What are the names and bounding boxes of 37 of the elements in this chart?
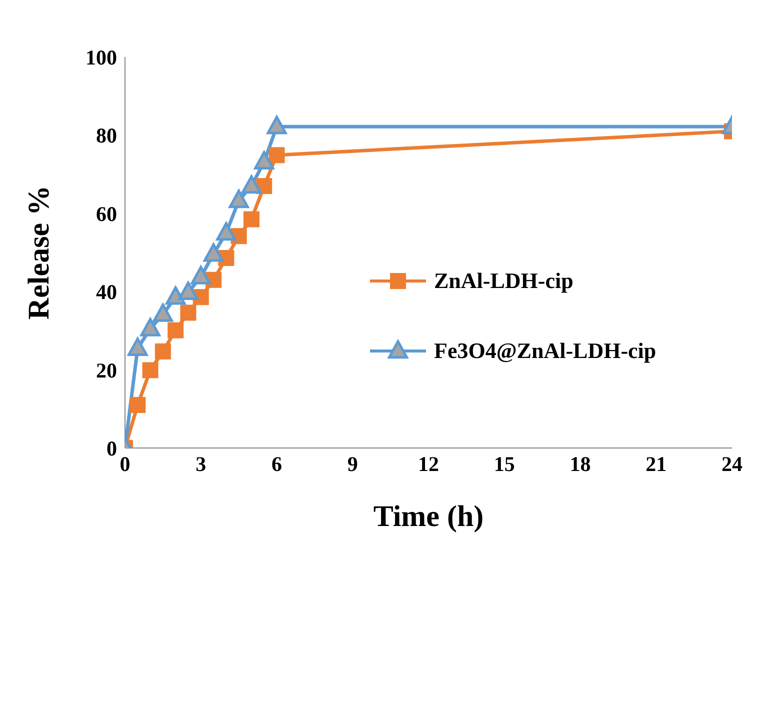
point: [228, 190, 249, 208]
point: [190, 266, 211, 284]
x-tick-label: 3: [196, 452, 206, 476]
point: [203, 243, 224, 262]
legend-label: Fe3O4@ZnAl-LDH-cip: [434, 338, 656, 364]
y-tick-label: 40: [96, 280, 117, 304]
point: [268, 147, 285, 164]
x-tick-label: 24: [722, 452, 743, 476]
point: [254, 150, 274, 170]
point: [166, 286, 186, 305]
y-tick-label: 80: [96, 124, 117, 148]
point: [130, 396, 146, 413]
x-axis-title: Time (h): [373, 500, 484, 533]
y-tick-label: 60: [96, 202, 117, 226]
point: [152, 303, 173, 322]
y-tick-label: 20: [96, 358, 117, 382]
point: [178, 282, 198, 300]
point: [168, 322, 184, 338]
point: [216, 222, 236, 241]
y-tick-label: 100: [86, 45, 117, 70]
legend-label: ZnAl-LDH-cip: [434, 268, 574, 294]
x-tick-label: 12: [418, 452, 439, 476]
point: [154, 343, 171, 360]
y-tick-label: 0: [106, 436, 117, 460]
point: [243, 211, 260, 228]
point: [266, 116, 287, 134]
point: [142, 362, 158, 378]
y-axis-title: Release %: [22, 185, 56, 320]
x-tick-label: 9: [347, 452, 358, 476]
x-tick-label: 18: [570, 452, 591, 476]
point: [140, 318, 160, 336]
point: [128, 337, 148, 356]
point: [241, 175, 262, 194]
x-tick-label: 15: [494, 452, 515, 476]
x-tick-label: 21: [646, 452, 667, 476]
x-tick-label: 6: [272, 452, 282, 476]
point: [180, 304, 196, 321]
